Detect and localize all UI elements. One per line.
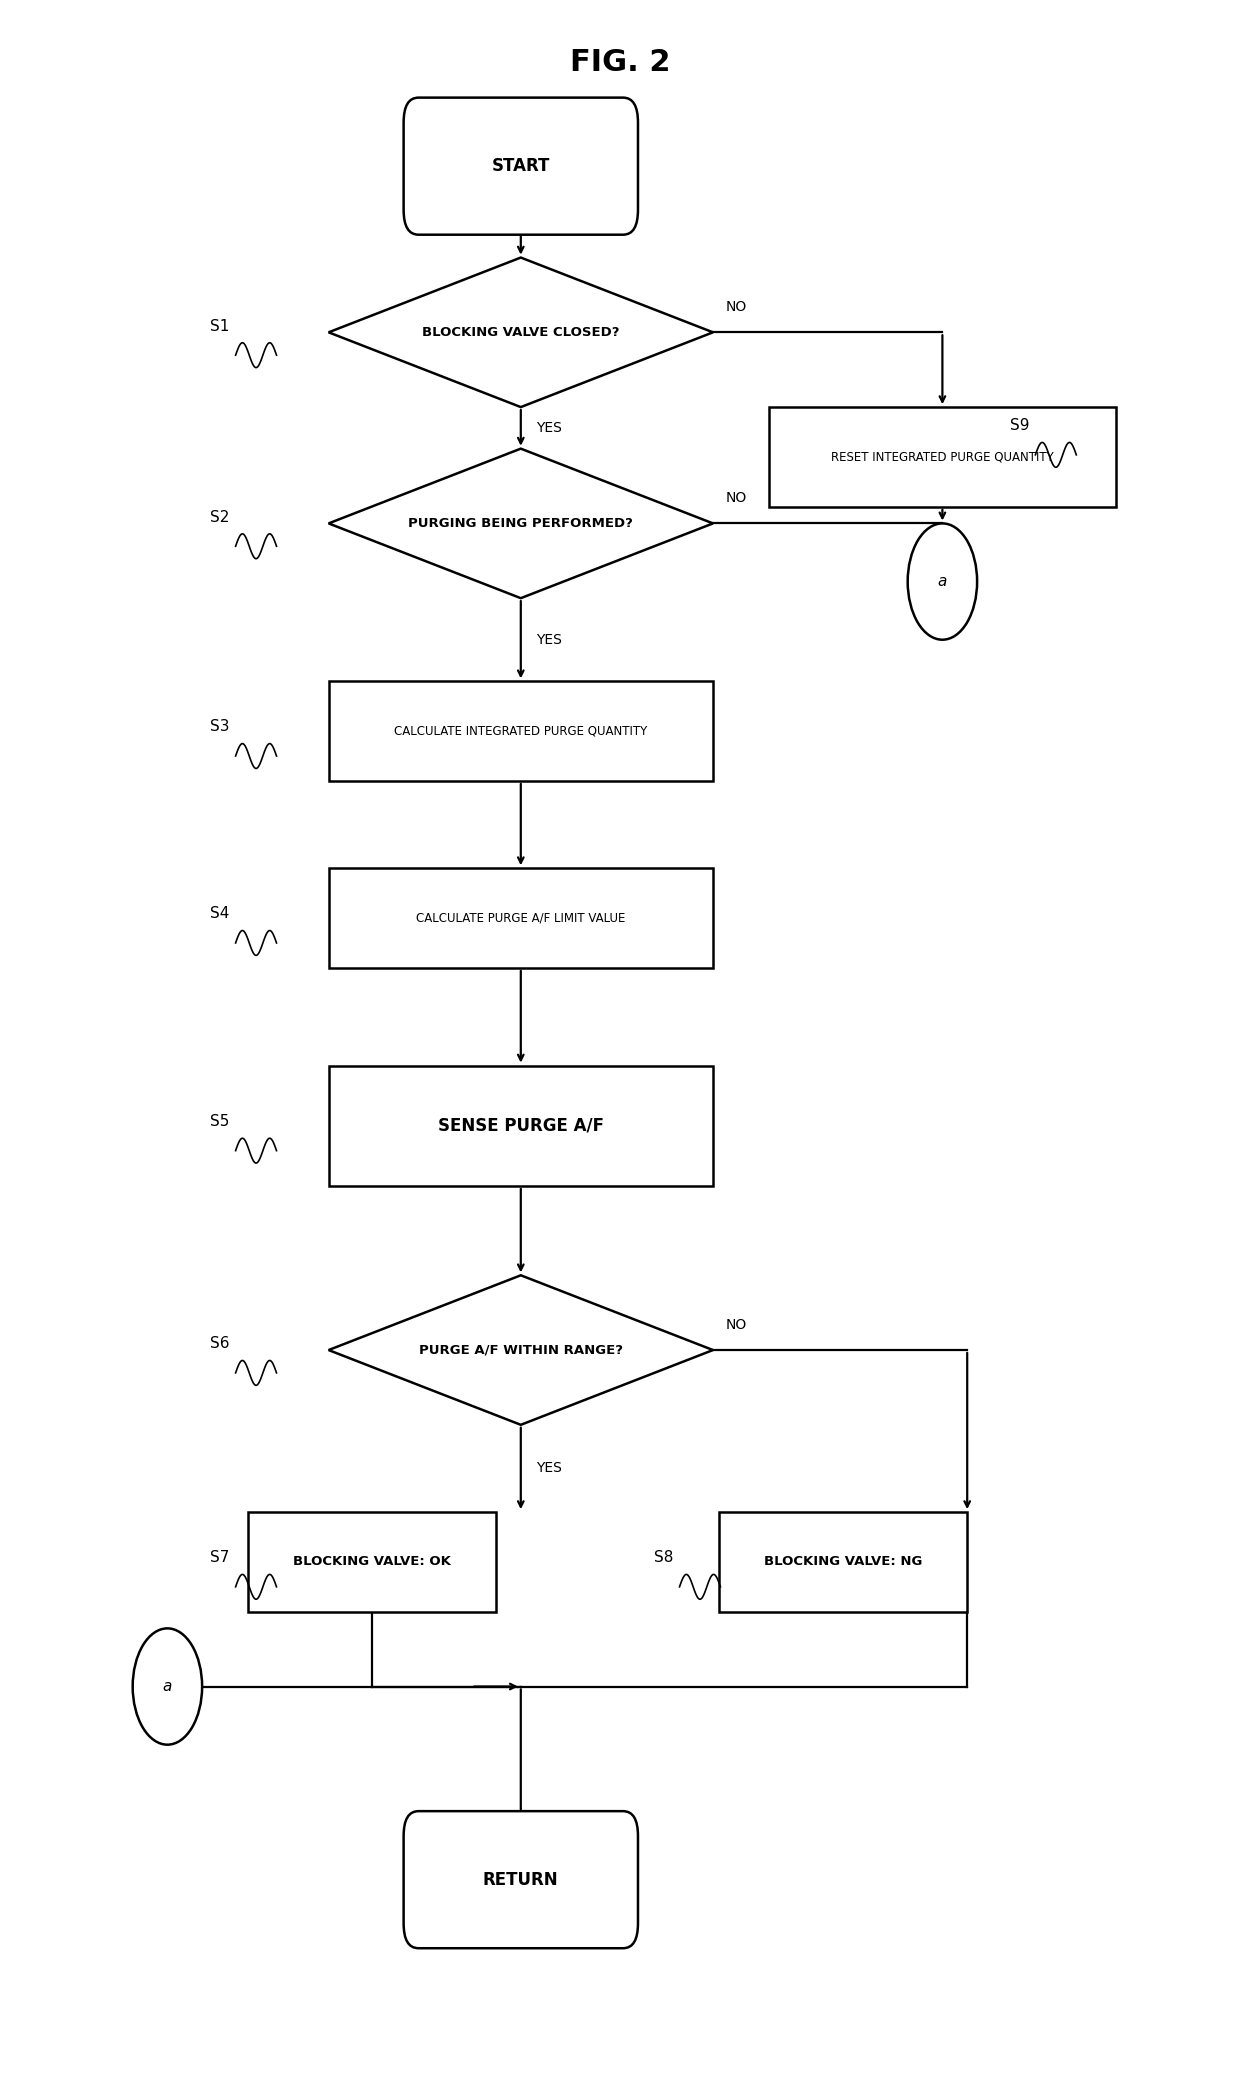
Text: START: START — [491, 158, 551, 174]
Circle shape — [908, 523, 977, 640]
Text: NO: NO — [725, 492, 746, 505]
Text: BLOCKING VALVE: OK: BLOCKING VALVE: OK — [293, 1556, 451, 1568]
Text: CALCULATE INTEGRATED PURGE QUANTITY: CALCULATE INTEGRATED PURGE QUANTITY — [394, 725, 647, 737]
FancyBboxPatch shape — [403, 1811, 637, 1948]
Text: RESET INTEGRATED PURGE QUANTITY: RESET INTEGRATED PURGE QUANTITY — [831, 451, 1054, 463]
Text: BLOCKING VALVE: NG: BLOCKING VALVE: NG — [764, 1556, 923, 1568]
Text: BLOCKING VALVE CLOSED?: BLOCKING VALVE CLOSED? — [422, 326, 620, 339]
Text: RETURN: RETURN — [484, 1871, 558, 1888]
Text: CALCULATE PURGE A/F LIMIT VALUE: CALCULATE PURGE A/F LIMIT VALUE — [417, 912, 625, 924]
Text: SENSE PURGE A/F: SENSE PURGE A/F — [438, 1117, 604, 1134]
Text: a: a — [162, 1678, 172, 1695]
Text: YES: YES — [536, 1462, 562, 1475]
Bar — [329, 868, 713, 968]
Bar — [719, 1512, 967, 1612]
Bar — [248, 1512, 496, 1612]
Text: S2: S2 — [210, 509, 229, 525]
FancyBboxPatch shape — [403, 98, 637, 235]
Text: YES: YES — [536, 422, 562, 434]
Text: S8: S8 — [653, 1549, 673, 1566]
Bar — [769, 407, 1116, 507]
Text: S3: S3 — [210, 719, 229, 735]
Bar — [329, 681, 713, 781]
Text: S4: S4 — [210, 906, 229, 922]
Text: S9: S9 — [1009, 417, 1029, 434]
Text: YES: YES — [536, 633, 562, 646]
Polygon shape — [329, 1275, 713, 1425]
Text: a: a — [937, 573, 947, 590]
Bar — [329, 1066, 713, 1186]
Circle shape — [133, 1628, 202, 1745]
Text: FIG. 2: FIG. 2 — [569, 48, 671, 77]
Polygon shape — [329, 258, 713, 407]
Text: NO: NO — [725, 301, 746, 314]
Text: PURGING BEING PERFORMED?: PURGING BEING PERFORMED? — [408, 517, 634, 530]
Text: S7: S7 — [210, 1549, 229, 1566]
Text: PURGE A/F WITHIN RANGE?: PURGE A/F WITHIN RANGE? — [419, 1344, 622, 1356]
Text: S5: S5 — [210, 1113, 229, 1130]
Text: S1: S1 — [210, 318, 229, 334]
Polygon shape — [329, 449, 713, 598]
Text: NO: NO — [725, 1319, 746, 1331]
Text: S6: S6 — [210, 1336, 229, 1352]
